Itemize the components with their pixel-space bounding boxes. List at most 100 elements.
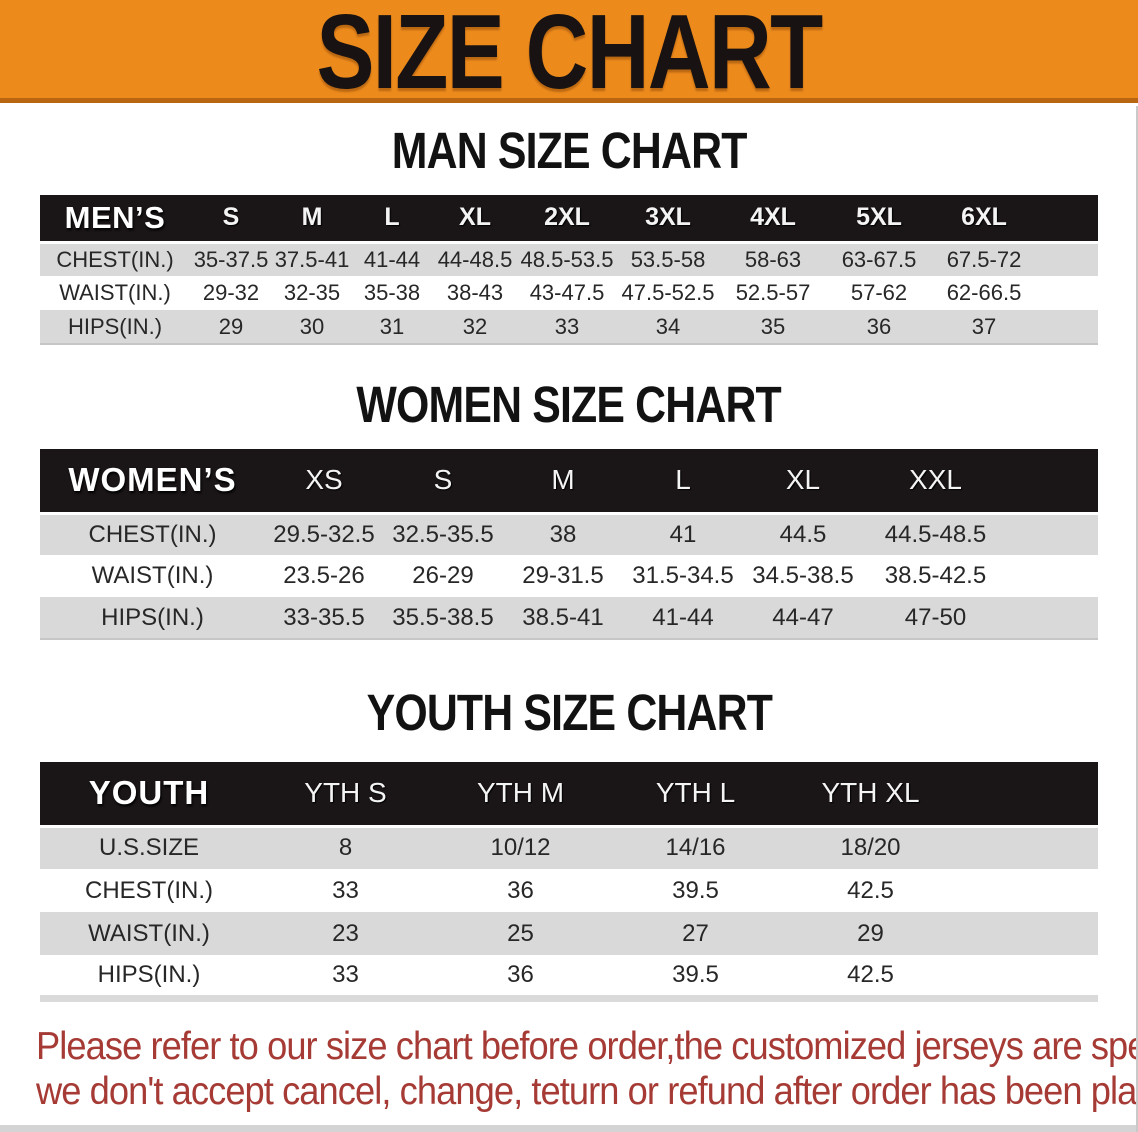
size-value: 37	[932, 310, 1036, 345]
size-value: 31.5-34.5	[632, 562, 734, 589]
size-value: 23.5-26	[283, 562, 365, 589]
table-corner-label: MEN’S	[40, 195, 190, 244]
size-value: 26-29	[412, 562, 474, 589]
measurement-row: WAIST(IN.) 23.5-26 26-29 29-31.5 31.5-34.5 34…	[40, 555, 1098, 597]
size-value: 48.5-53.5	[518, 242, 616, 276]
size-value: 8	[258, 826, 433, 869]
measurement-row: HIPS(IN.) 33 36 39.5 42.5	[40, 955, 1098, 1002]
row-label: WAIST(IN.)	[91, 562, 214, 589]
size-value: 53.5-58	[616, 242, 720, 276]
size-value: 35-37.5	[190, 242, 272, 276]
footnote-line-1: Please refer to our size chart before or…	[36, 1024, 1138, 1068]
size-value: 38-43	[446, 280, 504, 305]
row-filler	[1036, 310, 1098, 345]
size-column-header: M	[272, 195, 352, 244]
banner: SIZE CHART	[0, 0, 1138, 111]
size-value: 62-66.5	[946, 280, 1022, 305]
size-table-women: WOMEN’S XS S M L XL XXL CHEST(IN.) 29.5-32.5 32.5…	[40, 449, 1098, 640]
measurement-row: CHEST(IN.) 29.5-32.5 32.5-35.5 38 41 44.5 44.5…	[40, 513, 1098, 555]
size-value: 14/16	[608, 826, 783, 869]
size-chart-section-men: MAN SIZE CHART MEN’S S M L XL 2XL 3XL 4XL 5XL 6XL C…	[0, 123, 1138, 345]
size-value: 58-63	[720, 242, 826, 276]
table-header-row: YOUTH YTH S YTH M YTH L YTH XL	[40, 762, 1098, 828]
size-value: 47.5-52.5	[621, 280, 715, 305]
size-column-header: 5XL	[826, 195, 932, 244]
size-value: 41-44	[352, 242, 432, 276]
size-value: 29	[190, 310, 272, 345]
size-value: 33-35.5	[265, 597, 383, 640]
row-label: CHEST(IN.)	[40, 513, 265, 555]
size-value: 23	[258, 912, 433, 955]
size-value: 42.5	[847, 876, 894, 904]
size-column-header: 4XL	[720, 195, 826, 244]
table-corner-label: YOUTH	[40, 762, 258, 828]
row-label: HIPS(IN.)	[40, 310, 190, 345]
size-value: 18/20	[783, 826, 958, 869]
size-value: 31	[352, 310, 432, 345]
size-value: 35.5-38.5	[383, 597, 503, 640]
section-heading-wrap: WOMEN SIZE CHART	[0, 377, 1138, 432]
size-value: 32.5-35.5	[383, 513, 503, 555]
size-value: 29-31.5	[522, 562, 604, 589]
row-label: WAIST(IN.)	[40, 912, 258, 955]
size-value: 38.5-41	[503, 597, 623, 640]
size-column-header: YTH XL	[783, 762, 958, 828]
row-filler	[1036, 242, 1098, 276]
section-heading-wrap: MAN SIZE CHART	[0, 123, 1138, 178]
bottom-edge-strip	[0, 1125, 1138, 1132]
size-value: 44-47	[743, 597, 863, 640]
row-filler	[1008, 597, 1098, 640]
size-column-header: YTH S	[258, 762, 433, 828]
row-filler	[1036, 276, 1098, 310]
size-chart-section-youth: YOUTH SIZE CHART YOUTH YTH S YTH M YTH L YTH …	[0, 685, 1138, 1002]
size-column-header: XL	[743, 449, 863, 515]
size-value: 44.5-48.5	[863, 513, 1008, 555]
row-label: U.S.SIZE	[40, 826, 258, 869]
size-column-header: 3XL	[616, 195, 720, 244]
size-column-header: XXL	[863, 449, 1008, 515]
header-filler	[1008, 449, 1098, 515]
row-label: WAIST(IN.)	[59, 280, 171, 305]
size-value: 29.5-32.5	[265, 513, 383, 555]
size-chart-section-women: WOMEN SIZE CHART WOMEN’S XS S M L XL XXL CHEST(I…	[0, 377, 1138, 640]
header-filler	[1036, 195, 1098, 244]
row-filler	[958, 826, 1098, 869]
size-value: 33	[332, 876, 359, 904]
size-table-youth: YOUTH YTH S YTH M YTH L YTH XL U.S.SIZE 8 10/12…	[40, 762, 1098, 1002]
size-value: 37.5-41	[272, 242, 352, 276]
measurement-row: CHEST(IN.) 33 36 39.5 42.5	[40, 869, 1098, 912]
right-edge-line	[1136, 106, 1138, 1132]
size-value: 32	[432, 310, 518, 345]
size-column-header: M	[503, 449, 623, 515]
size-value: 33	[518, 310, 616, 345]
page-title: SIZE CHART	[316, 0, 823, 111]
size-value: 42.5	[783, 955, 958, 1002]
size-column-header: XL	[432, 195, 518, 244]
row-filler	[958, 955, 1098, 1002]
size-value: 52.5-57	[735, 280, 811, 305]
row-label: CHEST(IN.)	[40, 242, 190, 276]
measurement-row: WAIST(IN.) 29-32 32-35 35-38 38-43 43-47.5 47.…	[40, 276, 1098, 310]
size-value: 35-38	[363, 280, 421, 305]
footnote-line-2: we don't accept cancel, change, teturn o…	[36, 1069, 1138, 1113]
size-table-men: MEN’S S M L XL 2XL 3XL 4XL 5XL 6XL CHEST(IN.) 35-37…	[40, 195, 1098, 345]
measurement-row: U.S.SIZE 8 10/12 14/16 18/20	[40, 826, 1098, 869]
size-value: 38.5-42.5	[884, 562, 987, 589]
size-value: 44-48.5	[432, 242, 518, 276]
size-value: 36	[507, 876, 534, 904]
size-value: 29	[783, 912, 958, 955]
size-value: 63-67.5	[826, 242, 932, 276]
measurement-row: CHEST(IN.) 35-37.5 37.5-41 41-44 44-48.5 48.5…	[40, 242, 1098, 276]
size-column-header: YTH M	[433, 762, 608, 828]
size-value: 34.5-38.5	[752, 562, 854, 589]
size-column-header: S	[383, 449, 503, 515]
size-value: 30	[272, 310, 352, 345]
size-value: 32-35	[283, 280, 341, 305]
section-heading: MAN SIZE CHART	[391, 122, 748, 179]
table-header-row: MEN’S S M L XL 2XL 3XL 4XL 5XL 6XL	[40, 195, 1098, 244]
header-filler	[958, 762, 1098, 828]
size-column-header: 6XL	[932, 195, 1036, 244]
size-column-header: 2XL	[518, 195, 616, 244]
size-value: 39.5	[608, 955, 783, 1002]
size-column-header: YTH L	[608, 762, 783, 828]
